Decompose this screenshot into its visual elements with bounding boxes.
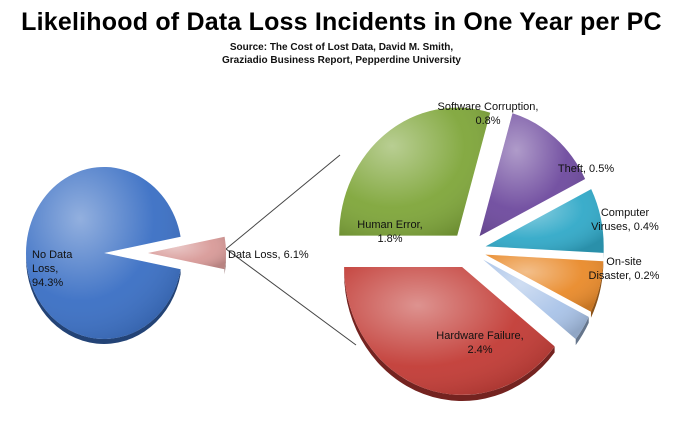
slice-side-on-site-disaster bbox=[575, 316, 589, 346]
label-data-loss: Data Loss, 6.1% bbox=[228, 249, 309, 261]
connector-upper bbox=[225, 154, 341, 250]
slice-computer-viruses bbox=[485, 254, 604, 318]
slice-gloss-theft bbox=[485, 189, 604, 253]
main-pie bbox=[26, 166, 227, 344]
slice-side-data-loss bbox=[224, 253, 226, 275]
label-computer-viruses: Computer Viruses, 0.4% bbox=[591, 207, 659, 233]
subtitle-line-1: Source: The Cost of Lost Data, David M. … bbox=[229, 42, 454, 53]
slice-gloss-computer-viruses bbox=[485, 254, 604, 312]
slice-no-data-loss bbox=[26, 166, 181, 344]
slice-hardware-failure bbox=[344, 267, 555, 402]
label-no-data-loss: No Data Loss, 94.3% bbox=[32, 249, 73, 289]
label-hardware-failure: Hardware Failure, 2.4% bbox=[436, 330, 523, 356]
breakdown-pie bbox=[339, 107, 604, 402]
slice-gloss-on-site-disaster bbox=[483, 259, 589, 340]
connector-lines bbox=[225, 154, 357, 346]
slice-theft bbox=[485, 189, 604, 259]
slice-gloss-software-corruption bbox=[479, 113, 586, 237]
label-software-corruption: Software Corruption, 0.8% bbox=[438, 101, 539, 127]
slice-human-error bbox=[339, 107, 491, 236]
slice-on-site-disaster bbox=[483, 259, 589, 346]
slice-gloss-data-loss bbox=[148, 236, 227, 270]
slice-gloss-hardware-failure bbox=[344, 267, 555, 395]
chart-title: Likelihood of Data Loss Incidents in One… bbox=[21, 8, 662, 36]
label-on-site-disaster: On-site Disaster, 0.2% bbox=[589, 256, 660, 282]
slice-side-computer-viruses bbox=[590, 261, 604, 318]
slice-gloss-no-data-loss bbox=[26, 166, 181, 339]
label-human-error: Human Error, 1.8% bbox=[357, 219, 422, 245]
chart-subtitle: Source: The Cost of Lost Data, David M. … bbox=[0, 41, 683, 67]
slice-software-corruption bbox=[479, 113, 586, 237]
label-theft: Theft, 0.5% bbox=[558, 163, 614, 175]
subtitle-line-2: Graziadio Business Report, Pepperdine Un… bbox=[222, 55, 461, 66]
slice-labels: No Data Loss, 94.3% Data Loss, 6.1% Human Er… bbox=[32, 101, 660, 356]
connector-lower bbox=[225, 248, 357, 346]
slice-data-loss bbox=[148, 236, 227, 275]
slice-gloss-human-error bbox=[339, 107, 491, 236]
